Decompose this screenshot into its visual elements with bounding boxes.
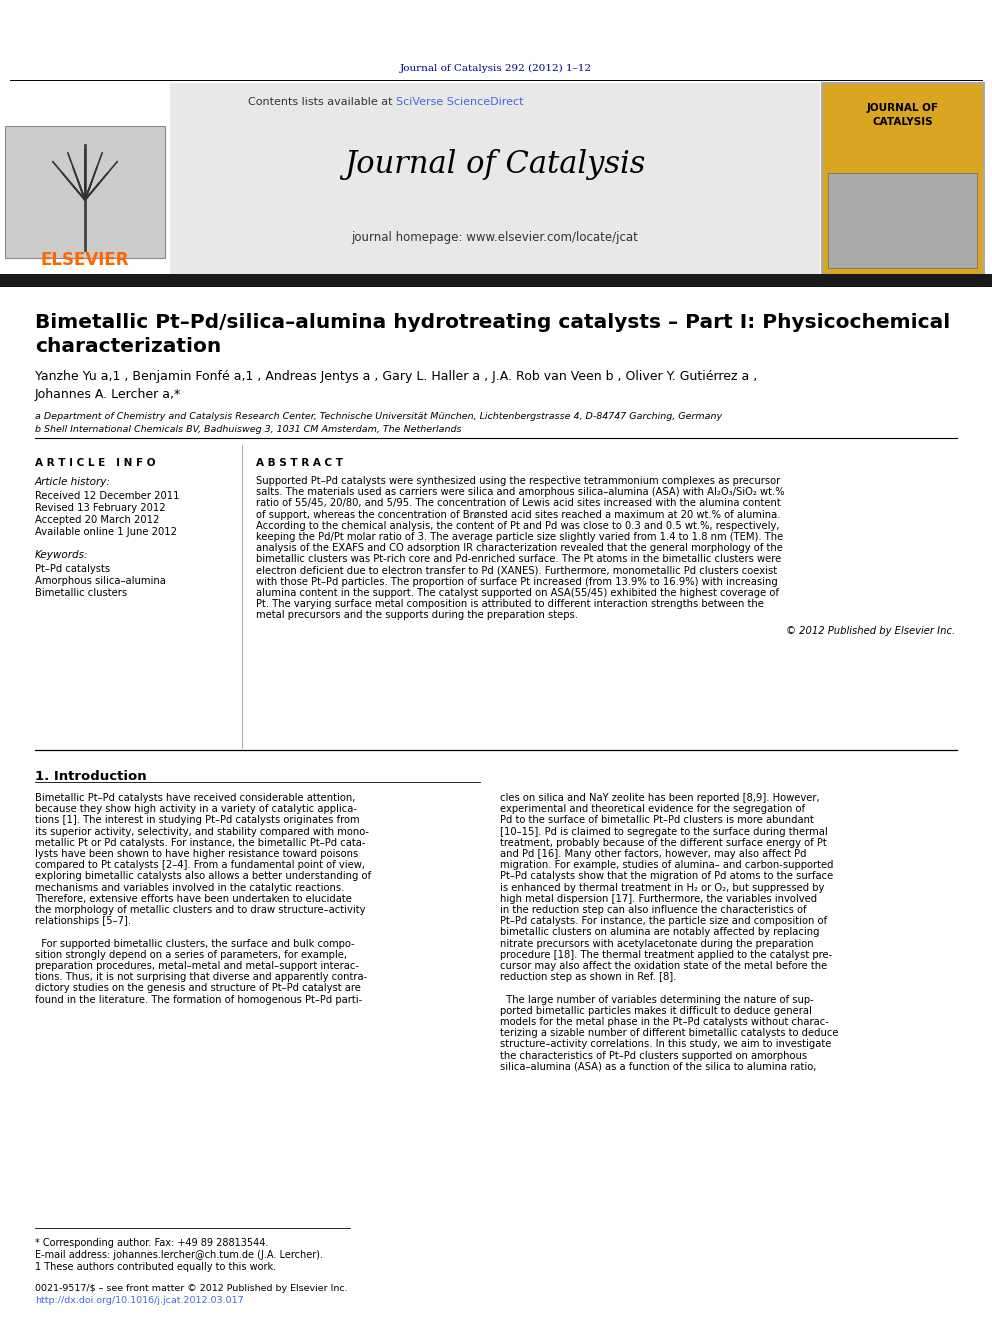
Text: keeping the Pd/Pt molar ratio of 3. The average particle size slightly varied fr: keeping the Pd/Pt molar ratio of 3. The …	[256, 532, 784, 542]
Text: The large number of variables determining the nature of sup-: The large number of variables determinin…	[500, 995, 813, 1004]
Text: metal precursors and the supports during the preparation steps.: metal precursors and the supports during…	[256, 610, 578, 620]
Text: the morphology of metallic clusters and to draw structure–activity: the morphology of metallic clusters and …	[35, 905, 365, 916]
Text: [10–15]. Pd is claimed to segregate to the surface during thermal: [10–15]. Pd is claimed to segregate to t…	[500, 827, 827, 836]
Text: © 2012 Published by Elsevier Inc.: © 2012 Published by Elsevier Inc.	[786, 626, 955, 635]
Text: tions [1]. The interest in studying Pt–Pd catalysts originates from: tions [1]. The interest in studying Pt–P…	[35, 815, 360, 826]
Text: lysts have been shown to have higher resistance toward poisons: lysts have been shown to have higher res…	[35, 849, 358, 859]
Bar	[5, 126, 165, 258]
Text: relationships [5–7].: relationships [5–7].	[35, 917, 131, 926]
Text: Bimetallic Pt–Pd/silica–alumina hydrotreating catalysts – Part I: Physicochemica: Bimetallic Pt–Pd/silica–alumina hydrotre…	[35, 314, 950, 356]
Text: sition strongly depend on a series of parameters, for example,: sition strongly depend on a series of pa…	[35, 950, 347, 959]
Bar	[0, 83, 170, 275]
Text: silica–alumina (ASA) as a function of the silica to alumina ratio,: silica–alumina (ASA) as a function of th…	[500, 1062, 816, 1072]
Text: Received 12 December 2011: Received 12 December 2011	[35, 491, 180, 501]
Text: cursor may also affect the oxidation state of the metal before the: cursor may also affect the oxidation sta…	[500, 960, 827, 971]
Text: Accepted 20 March 2012: Accepted 20 March 2012	[35, 515, 160, 525]
Text: mechanisms and variables involved in the catalytic reactions.: mechanisms and variables involved in the…	[35, 882, 344, 893]
Text: Pt–Pd catalysts show that the migration of Pd atoms to the surface: Pt–Pd catalysts show that the migration …	[500, 872, 833, 881]
Text: 0021-9517/$ – see front matter © 2012 Published by Elsevier Inc.: 0021-9517/$ – see front matter © 2012 Pu…	[35, 1285, 347, 1293]
Text: ratio of 55/45, 20/80, and 5/95. The concentration of Lewis acid sites increased: ratio of 55/45, 20/80, and 5/95. The con…	[256, 499, 781, 508]
Text: ELSEVIER: ELSEVIER	[41, 251, 129, 269]
Text: Keywords:: Keywords:	[35, 550, 88, 560]
Text: treatment, probably because of the different surface energy of Pt: treatment, probably because of the diffe…	[500, 837, 826, 848]
Bar	[822, 83, 984, 275]
Bar	[170, 83, 820, 275]
Text: dictory studies on the genesis and structure of Pt–Pd catalyst are: dictory studies on the genesis and struc…	[35, 983, 361, 994]
Text: http://dx.doi.org/10.1016/j.jcat.2012.03.017: http://dx.doi.org/10.1016/j.jcat.2012.03…	[35, 1297, 244, 1304]
Text: Journal of Catalysis: Journal of Catalysis	[344, 149, 646, 180]
Text: bimetallic clusters was Pt-rich core and Pd-enriched surface. The Pt atoms in th: bimetallic clusters was Pt-rich core and…	[256, 554, 782, 565]
Text: E-mail address: johannes.lercher@ch.tum.de (J.A. Lercher).: E-mail address: johannes.lercher@ch.tum.…	[35, 1250, 323, 1259]
Text: tions. Thus, it is not surprising that diverse and apparently contra-: tions. Thus, it is not surprising that d…	[35, 972, 367, 982]
Text: SciVerse ScienceDirect: SciVerse ScienceDirect	[396, 97, 524, 107]
Text: compared to Pt catalysts [2–4]. From a fundamental point of view,: compared to Pt catalysts [2–4]. From a f…	[35, 860, 365, 871]
Text: bimetallic clusters on alumina are notably affected by replacing: bimetallic clusters on alumina are notab…	[500, 927, 819, 938]
Text: Pt–Pd catalysts: Pt–Pd catalysts	[35, 564, 110, 574]
Text: A B S T R A C T: A B S T R A C T	[256, 458, 343, 468]
Text: cles on silica and NaY zeolite has been reported [8,9]. However,: cles on silica and NaY zeolite has been …	[500, 792, 819, 803]
Text: reduction step as shown in Ref. [8].: reduction step as shown in Ref. [8].	[500, 972, 677, 982]
Text: For supported bimetallic clusters, the surface and bulk compo-: For supported bimetallic clusters, the s…	[35, 938, 354, 949]
Text: Available online 1 June 2012: Available online 1 June 2012	[35, 527, 177, 537]
Text: exploring bimetallic catalysts also allows a better understanding of: exploring bimetallic catalysts also allo…	[35, 872, 371, 881]
Text: Pt–Pd catalysts. For instance, the particle size and composition of: Pt–Pd catalysts. For instance, the parti…	[500, 917, 827, 926]
Bar	[0, 274, 992, 287]
Text: high metal dispersion [17]. Furthermore, the variables involved: high metal dispersion [17]. Furthermore,…	[500, 894, 817, 904]
Text: 1. Introduction: 1. Introduction	[35, 770, 147, 783]
Text: journal homepage: www.elsevier.com/locate/jcat: journal homepage: www.elsevier.com/locat…	[351, 232, 639, 245]
Text: ported bimetallic particles makes it difficult to deduce general: ported bimetallic particles makes it dif…	[500, 1005, 811, 1016]
Text: electron deficient due to electron transfer to Pd (XANES). Furthermore, monometa: electron deficient due to electron trans…	[256, 566, 777, 576]
Text: with those Pt–Pd particles. The proportion of surface Pt increased (from 13.9% t: with those Pt–Pd particles. The proporti…	[256, 577, 778, 587]
Text: preparation procedures, metal–metal and metal–support interac-: preparation procedures, metal–metal and …	[35, 960, 359, 971]
Text: because they show high activity in a variety of catalytic applica-: because they show high activity in a var…	[35, 804, 357, 814]
Text: its superior activity, selectivity, and stability compared with mono-: its superior activity, selectivity, and …	[35, 827, 369, 836]
Text: JOURNAL OF
CATALYSIS: JOURNAL OF CATALYSIS	[867, 103, 939, 127]
Text: experimental and theoretical evidence for the segregation of: experimental and theoretical evidence fo…	[500, 804, 806, 814]
Text: Amorphous silica–alumina: Amorphous silica–alumina	[35, 576, 166, 586]
Text: salts. The materials used as carriers were silica and amorphous silica–alumina (: salts. The materials used as carriers we…	[256, 487, 785, 497]
Text: Pt. The varying surface metal composition is attributed to different interaction: Pt. The varying surface metal compositio…	[256, 599, 764, 609]
Text: a Department of Chemistry and Catalysis Research Center, Technische Universität : a Department of Chemistry and Catalysis …	[35, 411, 722, 421]
Text: Supported Pt–Pd catalysts were synthesized using the respective tetrammonium com: Supported Pt–Pd catalysts were synthesiz…	[256, 476, 781, 486]
Text: nitrate precursors with acetylacetonate during the preparation: nitrate precursors with acetylacetonate …	[500, 938, 813, 949]
Text: Yanzhe Yu a,1 , Benjamin Fonfé a,1 , Andreas Jentys a , Gary L. Haller a , J.A. : Yanzhe Yu a,1 , Benjamin Fonfé a,1 , And…	[35, 370, 757, 382]
Text: in the reduction step can also influence the characteristics of: in the reduction step can also influence…	[500, 905, 806, 916]
Text: Johannes A. Lercher a,*: Johannes A. Lercher a,*	[35, 388, 182, 401]
Text: of support, whereas the concentration of Brønsted acid sites reached a maximum a: of support, whereas the concentration of…	[256, 509, 781, 520]
Bar	[828, 173, 977, 269]
Text: Therefore, extensive efforts have been undertaken to elucidate: Therefore, extensive efforts have been u…	[35, 894, 352, 904]
Text: is enhanced by thermal treatment in H₂ or O₂, but suppressed by: is enhanced by thermal treatment in H₂ o…	[500, 882, 824, 893]
Text: According to the chemical analysis, the content of Pt and Pd was close to 0.3 an: According to the chemical analysis, the …	[256, 521, 780, 531]
Text: the characteristics of Pt–Pd clusters supported on amorphous: the characteristics of Pt–Pd clusters su…	[500, 1050, 807, 1061]
Text: metallic Pt or Pd catalysts. For instance, the bimetallic Pt–Pd cata-: metallic Pt or Pd catalysts. For instanc…	[35, 837, 365, 848]
Text: A R T I C L E   I N F O: A R T I C L E I N F O	[35, 458, 156, 468]
Text: structure–activity correlations. In this study, we aim to investigate: structure–activity correlations. In this…	[500, 1040, 831, 1049]
Text: alumina content in the support. The catalyst supported on ASA(55/45) exhibited t: alumina content in the support. The cata…	[256, 587, 779, 598]
Text: * Corresponding author. Fax: +49 89 28813544.: * Corresponding author. Fax: +49 89 2881…	[35, 1238, 269, 1248]
Text: Journal of Catalysis 292 (2012) 1–12: Journal of Catalysis 292 (2012) 1–12	[400, 64, 592, 73]
Text: and Pd [16]. Many other factors, however, may also affect Pd: and Pd [16]. Many other factors, however…	[500, 849, 806, 859]
Text: terizing a sizable number of different bimetallic catalysts to deduce: terizing a sizable number of different b…	[500, 1028, 838, 1039]
Text: Pd to the surface of bimetallic Pt–Pd clusters is more abundant: Pd to the surface of bimetallic Pt–Pd cl…	[500, 815, 813, 826]
Text: migration. For example, studies of alumina– and carbon-supported: migration. For example, studies of alumi…	[500, 860, 833, 871]
Text: found in the literature. The formation of homogenous Pt–Pd parti-: found in the literature. The formation o…	[35, 995, 362, 1004]
Text: 1 These authors contributed equally to this work.: 1 These authors contributed equally to t…	[35, 1262, 276, 1271]
Text: Bimetallic clusters: Bimetallic clusters	[35, 587, 127, 598]
Text: models for the metal phase in the Pt–Pd catalysts without charac-: models for the metal phase in the Pt–Pd …	[500, 1017, 829, 1027]
Text: analysis of the EXAFS and CO adsorption IR characterization revealed that the ge: analysis of the EXAFS and CO adsorption …	[256, 544, 783, 553]
Text: Bimetallic Pt–Pd catalysts have received considerable attention,: Bimetallic Pt–Pd catalysts have received…	[35, 792, 355, 803]
Text: b Shell International Chemicals BV, Badhuisweg 3, 1031 CM Amsterdam, The Netherl: b Shell International Chemicals BV, Badh…	[35, 425, 461, 434]
Text: Article history:: Article history:	[35, 478, 111, 487]
Text: procedure [18]. The thermal treatment applied to the catalyst pre-: procedure [18]. The thermal treatment ap…	[500, 950, 832, 959]
Text: Contents lists available at: Contents lists available at	[248, 97, 396, 107]
Text: Revised 13 February 2012: Revised 13 February 2012	[35, 503, 166, 513]
